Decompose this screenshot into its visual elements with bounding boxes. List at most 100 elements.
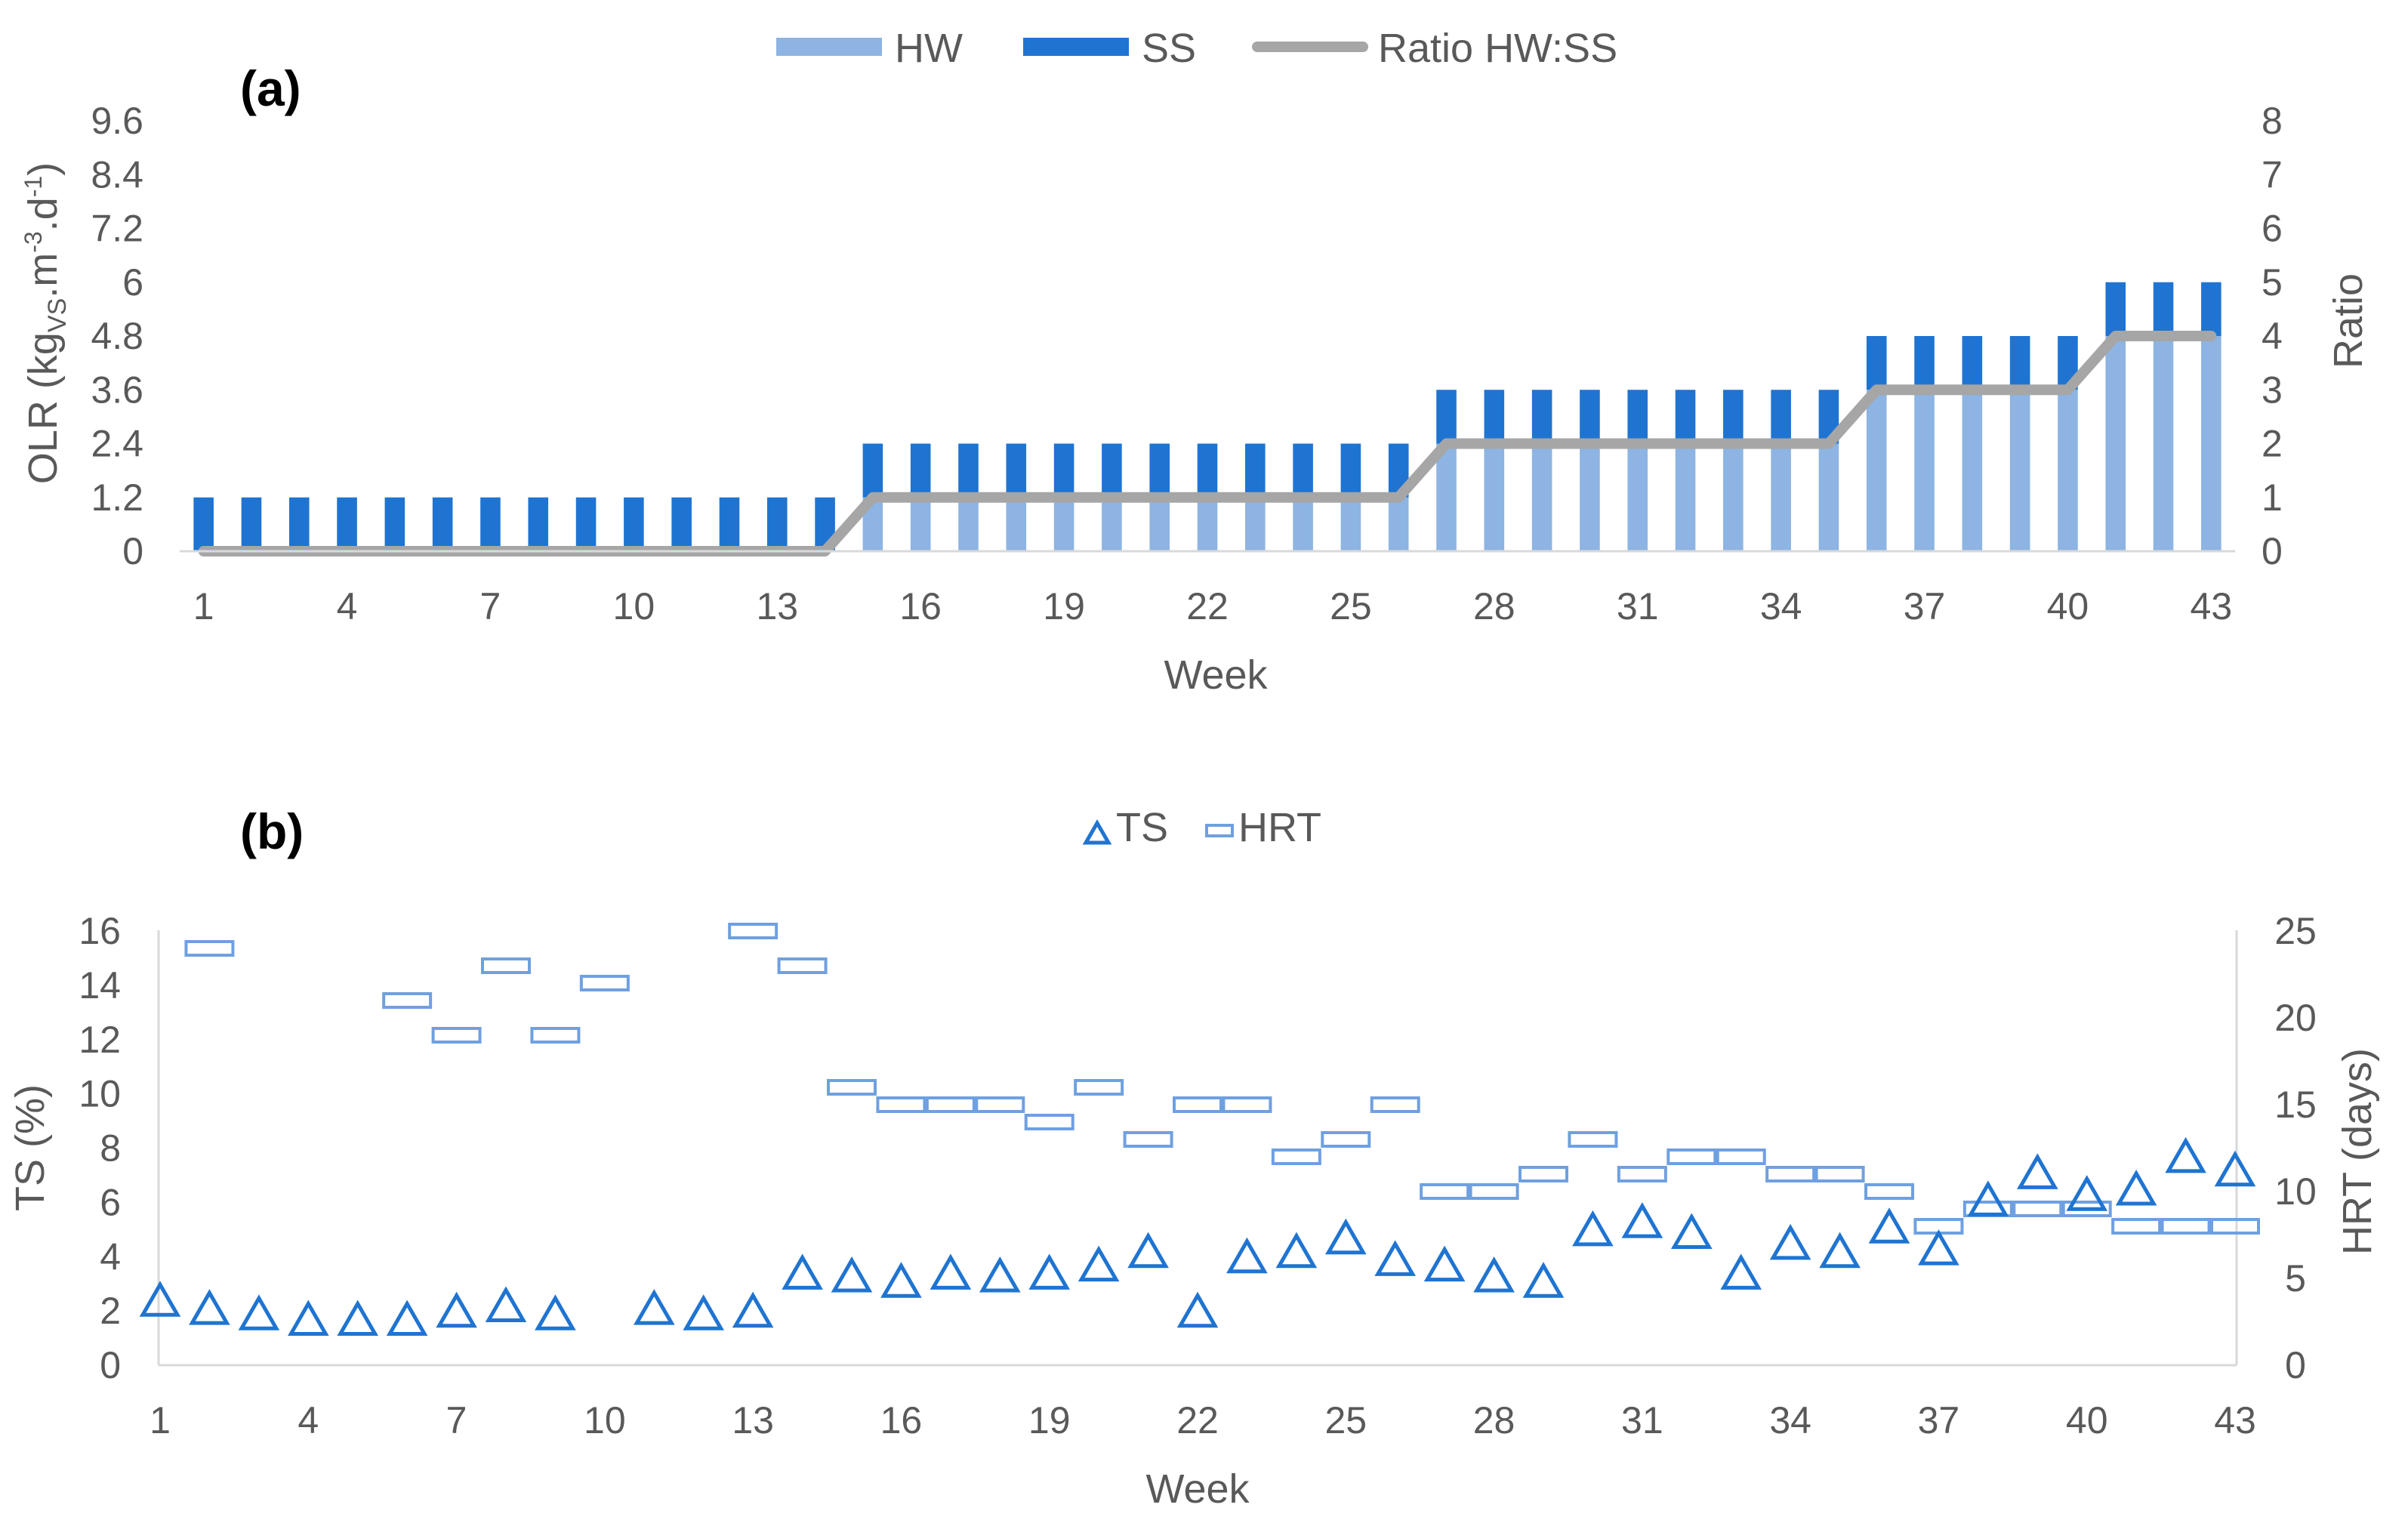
bar-ss-week-29	[1531, 390, 1552, 444]
right-tick-a-4: 4	[2262, 315, 2283, 357]
bar-ss-week-9	[575, 497, 597, 551]
left-axis-ticks-a: 0 1.2 2.4 3.6 4.8 6 7.2 8.4 9.6	[91, 100, 143, 572]
x-tick-a-13: 40	[2047, 585, 2089, 627]
bar-hw-week-38	[1962, 390, 1983, 551]
x-axis-ticks-b: 1 4 7 10 13 16 19 22 25 28 31 34 37 40 43	[150, 1399, 2256, 1441]
x-tick-b-5: 16	[880, 1399, 923, 1441]
left-tick-b-3: 6	[100, 1181, 121, 1223]
ts-marker-week-2	[189, 1289, 230, 1325]
x-tick-b-12: 37	[1918, 1399, 1960, 1441]
bar-hw-week-33	[1723, 443, 1744, 551]
bar-hw-week-22	[1197, 497, 1218, 551]
hrt-marker-week-25	[1321, 1131, 1371, 1148]
x-tick-a-5: 16	[899, 585, 942, 627]
bar-ss-week-34	[1771, 390, 1791, 444]
ts-marker-week-35	[1819, 1232, 1861, 1269]
ts-marker-week-39	[2016, 1153, 2058, 1189]
hrt-marker-week-26	[1370, 1096, 1420, 1113]
bar-ss-week-3	[288, 497, 310, 551]
hrt-marker-week-19	[1024, 1114, 1075, 1130]
ylabel-a-main: OLR (kg	[20, 332, 66, 484]
left-tick-b-4: 8	[100, 1127, 121, 1170]
ts-marker-week-14	[782, 1253, 823, 1290]
bar-ss-week-10	[624, 497, 644, 551]
right-tick-a-0: 0	[2262, 530, 2283, 572]
left-axis-ticks-b: 0 2 4 6 8 10 12 14 16	[79, 910, 121, 1386]
y-axis-title-left-a: OLR (kgVS.m-3.d-1)	[20, 162, 72, 484]
right-tick-b-3: 15	[2274, 1084, 2317, 1126]
hrt-marker-week-42	[2160, 1218, 2211, 1235]
bar-hw-week-39	[2009, 390, 2030, 551]
ylabel-a-sup1: -3	[20, 231, 47, 252]
x-tick-a-11: 34	[1760, 585, 1802, 627]
ylabel-a-dot: .d	[20, 197, 66, 231]
y-axis-title-right-b: HRT (days)	[2335, 1048, 2380, 1255]
left-tick-b-0: 0	[100, 1344, 121, 1386]
x-tick-b-6: 19	[1028, 1399, 1071, 1441]
ts-marker-week-22	[1176, 1291, 1219, 1328]
panel-a: (a) HW SS Ratio HW:SS 0 1.2 2.4 3.6 4.8 6 7.2 8…	[20, 26, 2371, 698]
ts-marker-week-16	[880, 1262, 922, 1298]
bar-hw-week-31	[1627, 443, 1648, 551]
x-tick-a-14: 43	[2191, 585, 2233, 627]
hrt-marker-week-31	[1617, 1166, 1667, 1182]
bar-hw-week-16	[910, 497, 931, 551]
bar-hw-week-24	[1293, 497, 1313, 551]
ts-marker-week-17	[930, 1253, 972, 1290]
bar-ss-week-41	[2105, 282, 2126, 336]
bar-ss-week-31	[1627, 390, 1648, 444]
ts-marker-week-13	[732, 1291, 774, 1328]
ts-marker-week-23	[1226, 1237, 1268, 1274]
hrt-series	[184, 923, 2260, 1235]
bar-hw-week-20	[1102, 497, 1122, 551]
y-axis-title-right-a: Ratio	[2326, 273, 2371, 368]
bar-ss-week-2	[241, 497, 262, 551]
x-axis-title-b: Week	[1145, 1466, 1250, 1512]
x-tick-b-13: 40	[2066, 1399, 2108, 1441]
hrt-marker-week-23	[1222, 1096, 1272, 1113]
ts-marker-week-21	[1127, 1232, 1169, 1269]
panel-b-label: (b)	[240, 803, 304, 859]
hrt-marker-week-13	[728, 923, 779, 939]
bar-ss-week-38	[1962, 336, 1983, 390]
ts-marker-week-8	[485, 1286, 527, 1322]
bar-ss-week-42	[2153, 282, 2174, 336]
hrt-marker-week-15	[827, 1079, 877, 1096]
bars-a	[193, 282, 2221, 551]
bar-hw-week-27	[1436, 443, 1457, 551]
legend-label-ts: TS	[1116, 805, 1168, 850]
right-tick-a-6: 6	[2262, 208, 2283, 250]
ts-marker-week-11	[633, 1289, 675, 1325]
bar-ss-week-7	[480, 497, 501, 551]
hrt-marker-week-18	[975, 1096, 1025, 1113]
bar-hw-week-19	[1053, 497, 1075, 551]
x-tick-b-11: 34	[1769, 1399, 1811, 1441]
ts-marker-week-7	[436, 1291, 477, 1328]
bar-ss-week-25	[1340, 443, 1361, 498]
hrt-marker-week-29	[1518, 1166, 1568, 1182]
x-tick-b-4: 13	[732, 1399, 774, 1441]
bar-hw-week-17	[958, 497, 979, 551]
ts-marker-week-41	[2115, 1169, 2157, 1206]
left-tick-b-5: 10	[79, 1073, 121, 1115]
hrt-marker-week-28	[1469, 1183, 1519, 1200]
ts-marker-week-30	[1572, 1210, 1614, 1247]
hrt-marker-week-20	[1074, 1079, 1124, 1096]
bar-ss-week-11	[671, 497, 692, 551]
x-tick-a-2: 7	[480, 585, 501, 627]
bar-ss-week-30	[1580, 390, 1600, 444]
ts-marker-week-26	[1374, 1240, 1417, 1276]
ts-marker-week-34	[1769, 1223, 1811, 1260]
bar-hw-week-21	[1149, 497, 1170, 551]
right-tick-a-1: 1	[2262, 476, 2283, 519]
x-tick-a-10: 31	[1617, 585, 1659, 627]
bar-ss-week-19	[1053, 443, 1075, 498]
x-axis-title-a: Week	[1164, 652, 1268, 698]
bar-hw-week-40	[2058, 390, 2078, 551]
bar-ss-week-36	[1866, 336, 1887, 390]
legend-label-ss: SS	[1142, 26, 1196, 71]
bar-ss-week-37	[1914, 336, 1935, 390]
ts-marker-week-31	[1621, 1202, 1663, 1238]
ts-marker-week-1	[139, 1281, 181, 1317]
